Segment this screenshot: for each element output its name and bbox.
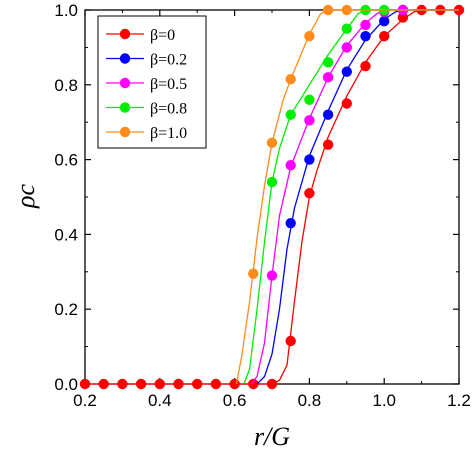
data-point xyxy=(360,30,371,42)
legend: β=0 β=0.2 β=0.5 β=0.8 β=1.0 xyxy=(97,15,207,149)
data-point xyxy=(266,137,278,148)
data-point xyxy=(341,98,352,109)
legend-entry-4: β=1.0 xyxy=(106,125,187,142)
series-line xyxy=(250,9,459,385)
data-point xyxy=(304,188,315,199)
x-tick-label: 0.4 xyxy=(148,391,172,410)
series-line xyxy=(256,9,459,385)
series-0 xyxy=(79,4,465,390)
data-point xyxy=(285,335,296,347)
y-tick-label: 0.0 xyxy=(54,375,78,394)
y-axis-title: ρc xyxy=(11,184,40,209)
y-tick-label: 0.6 xyxy=(54,151,78,170)
series-layer xyxy=(79,4,465,390)
data-point xyxy=(397,12,409,23)
legend-label: β=0.2 xyxy=(150,52,187,69)
data-point xyxy=(98,378,109,390)
legend-label: β=0.8 xyxy=(150,101,187,118)
data-point xyxy=(341,66,352,77)
data-point xyxy=(285,217,296,229)
data-point xyxy=(266,176,278,188)
data-point xyxy=(192,378,203,390)
y-tick-label: 1.0 xyxy=(54,1,78,20)
data-point xyxy=(248,378,259,390)
legend-label: β=0.5 xyxy=(150,76,187,93)
legend-entry-1: β=0.2 xyxy=(106,52,187,69)
data-point xyxy=(304,115,315,126)
x-tick-label: 1.0 xyxy=(372,391,396,410)
data-point xyxy=(285,109,296,120)
series-line xyxy=(235,9,459,385)
x-axis-title: r/G xyxy=(254,422,290,451)
legend-entry-3: β=0.8 xyxy=(106,101,187,118)
data-point xyxy=(135,378,147,390)
data-point xyxy=(341,4,352,16)
legend-label: β=1.0 xyxy=(150,125,187,142)
data-point xyxy=(304,94,315,105)
x-tick-label: 0.6 xyxy=(223,391,247,410)
data-point xyxy=(285,73,296,85)
data-point xyxy=(379,30,390,42)
y-tick-label: 0.8 xyxy=(54,76,78,95)
data-point xyxy=(173,378,184,390)
data-point xyxy=(266,378,278,390)
series-1 xyxy=(256,4,459,385)
data-point xyxy=(322,72,334,83)
data-point xyxy=(210,378,222,390)
x-tick-label: 0.2 xyxy=(73,391,97,410)
data-point xyxy=(248,268,259,279)
data-point xyxy=(154,378,165,390)
data-point xyxy=(304,154,315,165)
data-point xyxy=(266,270,278,281)
data-point xyxy=(379,16,390,27)
data-point xyxy=(322,109,334,120)
legend-swatch-marker xyxy=(119,77,131,89)
data-point xyxy=(304,30,315,42)
series-4 xyxy=(235,4,459,385)
data-point xyxy=(285,160,296,171)
data-point xyxy=(117,378,128,390)
data-point xyxy=(79,378,91,390)
data-point xyxy=(360,19,371,31)
legend-entry-0: β=0 xyxy=(106,27,175,44)
legend-swatch-marker xyxy=(119,53,131,64)
y-tick-label: 0.2 xyxy=(54,300,78,319)
legend-box xyxy=(97,15,207,149)
data-point xyxy=(229,378,240,390)
data-point xyxy=(322,57,334,68)
data-point xyxy=(322,139,334,150)
data-point xyxy=(341,23,352,34)
x-tick-label: 0.8 xyxy=(298,391,322,410)
data-point xyxy=(360,60,371,72)
legend-swatch-marker xyxy=(119,28,131,40)
legend-entry-2: β=0.5 xyxy=(106,76,187,93)
x-tick-label: 1.2 xyxy=(447,391,471,410)
legend-swatch-marker xyxy=(119,126,131,138)
data-point xyxy=(341,42,352,53)
legend-swatch-marker xyxy=(119,102,131,113)
series-2 xyxy=(250,4,459,385)
data-point xyxy=(322,4,334,16)
y-tick-label: 0.4 xyxy=(54,225,78,244)
legend-label: β=0 xyxy=(150,27,175,44)
